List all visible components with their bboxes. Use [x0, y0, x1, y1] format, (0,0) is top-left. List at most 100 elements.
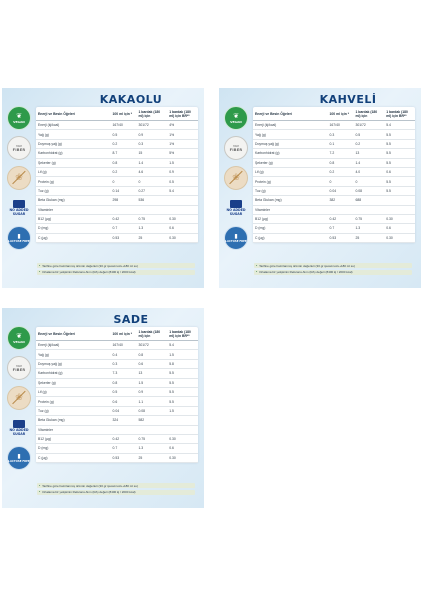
nutrient-label: Enerji (kj/kcal) [36, 340, 111, 351]
column-header: 1 bardak (180 ml) için [136, 327, 168, 341]
nutrient-value [110, 205, 137, 215]
nutrient-label: C (µg) [36, 233, 111, 244]
nutrient-value: 13 [136, 368, 168, 379]
no-added-sugar-badge: NO ADDED SUGAR [7, 416, 31, 440]
nutrient-value: 0.30 [167, 453, 198, 464]
nutrient-value [353, 205, 385, 215]
column-header: Enerji ve Besin Öğeleri [253, 107, 328, 121]
table-row: D (mg) 0.7 1.3 0.6 [36, 223, 198, 234]
nutrient-value: 1.1 [136, 396, 168, 407]
nutrient-value: 0.30 [384, 214, 415, 225]
nutrient-value: 0.53 [110, 453, 137, 464]
nutrient-value: 0.53 [110, 233, 137, 244]
nutrient-label: Doymuş yağ (g) [253, 139, 328, 150]
vegan-badge: ❦ VEGAN [224, 106, 248, 130]
nutrient-value: 1.3 [136, 443, 168, 454]
nutrient-value: 0.2 [327, 167, 354, 178]
table-row: C (µg) 0.53 25 0.30 [36, 233, 198, 244]
nutrient-value: 0.5 [167, 176, 198, 187]
nutrient-value: 0.04 [327, 186, 354, 197]
nutrient-value: 0.2 [110, 167, 137, 178]
table-row: D (mg) 0.7 1.3 0.6 [253, 223, 415, 234]
table-row: B12 (µg) 0.42 0.75 0.30 [36, 214, 198, 225]
table-row: Beta Glukan (mg) 382 688 [253, 195, 415, 206]
table-row: Doymuş yağ (g) 0.1 0.2 5.5 [253, 139, 415, 150]
footnote: * Tarifine göre hazırlanmış ürünün değerl… [37, 263, 195, 269]
milk-bottle-icon: ▮ [234, 233, 238, 240]
column-header: 100 ml için * [110, 107, 137, 121]
no-added-sugar-badge: NO ADDED SUGAR [7, 196, 31, 220]
footnote: * Ortalama bir yetişkinin Referans Alım (… [37, 269, 195, 275]
table-row: Enerji (kj/kcal) 167/40 301/72 5.4 [253, 120, 415, 131]
nutrient-value: 7.3 [110, 368, 137, 379]
table-body: Enerji (kj/kcal) 167/40 301/72 5.4 Yağ (g) 0.… [36, 340, 198, 464]
column-header: 100 ml için * [110, 327, 137, 341]
table-row: Enerji (kj/kcal) 167/40 301/72 4% [36, 120, 198, 131]
nutrient-value: 0.5 [110, 129, 137, 140]
nutrient-label: Şekerler (g) [36, 378, 111, 388]
nutrient-value: 0.75 [136, 434, 168, 445]
table-row: Yağ (g) 0.4 0.8 1.5 [36, 349, 198, 360]
footnote: * Tarifine göre hazırlanmış ürünün değerl… [37, 483, 195, 489]
nutrient-value: 0.3 [110, 359, 137, 370]
nutrient-value: 301/72 [353, 120, 385, 131]
nutrient-value: 0.6 [167, 443, 198, 454]
nutrient-value: 0.6 [384, 167, 415, 178]
footnotes: * Tarifine göre hazırlanmış ürünün değerl… [37, 483, 195, 496]
fiber-badge: HIGH FIBER [7, 136, 31, 160]
footnotes: * Tarifine göre hazırlanmış ürünün değerl… [254, 263, 412, 276]
nutrient-value: 582 [136, 415, 168, 426]
nutrient-value: 0.30 [167, 214, 198, 225]
nutrient-value: 0.9 [167, 167, 198, 178]
panel-title: KAKAOLU [99, 93, 163, 106]
grain-icon: ❀ [232, 172, 240, 183]
nutrient-value: 0 [353, 176, 385, 187]
nutrition-table: Enerji ve Besin Öğeleri 100 ml için * 1 … [36, 327, 198, 464]
nutrient-value [136, 205, 168, 215]
nutrient-value: 5.5 [167, 387, 198, 398]
nutrient-value: 688 [353, 195, 385, 206]
column-header: 1 bardak (180 ml) için BR** [167, 327, 198, 341]
table-body: Enerji (kj/kcal) 167/40 301/72 5.4 Yağ (g) 0.… [253, 120, 415, 244]
nutrient-label: Yağ (g) [253, 129, 328, 140]
table-row: Doymuş yağ (g) 0.2 0.3 1% [36, 139, 198, 150]
nutrition-table-box: Enerji ve Besin Öğeleri 100 ml için * 1 … [253, 107, 415, 244]
nutrient-value [167, 425, 198, 435]
nutrient-label: Protein (g) [36, 396, 111, 407]
nutrient-value: 5.5 [167, 396, 198, 407]
nutrition-table: Enerji ve Besin Öğeleri 100 ml için * 1 … [36, 107, 198, 244]
fiber-badge: HIGH FIBER [224, 136, 248, 160]
nutrient-value: 0.75 [136, 214, 168, 225]
column-header: Enerji ve Besin Öğeleri [36, 107, 111, 121]
nutrient-value: 0.08 [353, 186, 385, 197]
column-header: 1 bardak (180 ml) için BR** [167, 107, 198, 121]
nutrient-label: C (µg) [253, 233, 328, 244]
nutrient-value: 1.4 [136, 158, 168, 168]
nutrient-label: Yağ (g) [36, 129, 111, 140]
leaf-icon: ❦ [16, 331, 22, 340]
nutrient-value: 382 [327, 195, 354, 206]
nutrient-value: 13 [353, 148, 385, 159]
nutrient-value: 5.5 [384, 148, 415, 159]
nutrient-label: Enerji (kj/kcal) [253, 120, 328, 131]
nutrient-value: 5% [167, 148, 198, 159]
nutrient-value: 0.6 [384, 223, 415, 234]
nutrient-value: 0.8 [327, 158, 354, 168]
nutrient-value: 0.1 [327, 139, 354, 150]
nutrient-label: Beta Glukan (mg) [36, 415, 111, 426]
nutrient-value: 301/72 [136, 340, 168, 351]
nutrition-table-box: Enerji ve Besin Öğeleri 100 ml için * 1 … [36, 107, 198, 244]
nutrient-value: 1% [167, 129, 198, 140]
nutrient-value: 0.14 [110, 186, 137, 197]
table-header-row: Enerji ve Besin Öğeleri 100 ml için * 1 … [36, 327, 198, 341]
nutrient-value: 0.8 [110, 378, 137, 388]
table-row: Protein (g) 0 0 5.5 [253, 176, 415, 187]
panel-title: SADE [113, 313, 149, 326]
nutrient-value: 0.5 [353, 129, 385, 140]
nutrient-value: 0.8 [136, 349, 168, 360]
nutrient-value: 0.08 [136, 406, 168, 417]
nutrient-value: 0.53 [327, 233, 354, 244]
nutrient-label: Vitaminler [253, 205, 328, 215]
nutrient-label: B12 (µg) [36, 434, 111, 445]
